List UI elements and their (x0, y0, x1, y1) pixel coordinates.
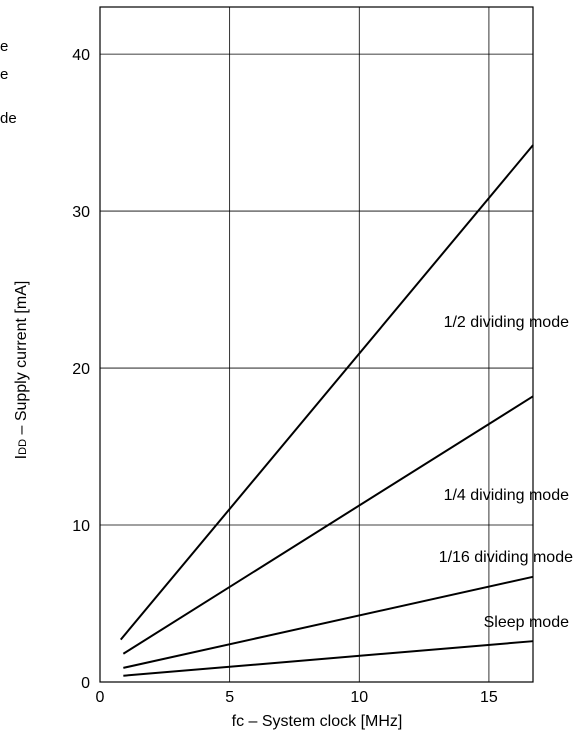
x-tick-label-15: 15 (480, 689, 498, 706)
tick-labels: 0 5 10 15 0 10 20 30 40 (72, 47, 498, 706)
y-tick-label-40: 40 (72, 47, 90, 64)
y-tick-label-30: 30 (72, 204, 90, 221)
y-tick-label-20: 20 (72, 361, 90, 378)
y-axis-label: IDD – Supply current [mA] (13, 281, 30, 460)
series-label-1-2-dividing-mode: 1/2 dividing mode (444, 314, 570, 331)
plot-frame (99, 6, 534, 683)
x-tick-label-0: 0 (96, 689, 105, 706)
grid-layer (100, 7, 533, 682)
x-axis-label: fc – System clock [MHz] (232, 713, 403, 730)
series-label-sleep-mode: Sleep mode (484, 614, 569, 631)
x-tick-label-5: 5 (225, 689, 234, 706)
series-label-1-16-dividing-mode: 1/16 dividing mode (439, 549, 573, 566)
series-line-1-4-dividing-mode (122, 395, 534, 655)
y-tick-label-0: 0 (81, 675, 90, 692)
series-lines (119, 144, 534, 677)
plot-border (99, 6, 534, 683)
y-tick-label-10: 10 (72, 518, 90, 535)
series-line-1-16-dividing-mode (123, 575, 534, 669)
x-tick-label-10: 10 (350, 689, 368, 706)
series-line-1-2-dividing-mode (119, 144, 534, 641)
series-line-sleep-mode (123, 640, 534, 677)
left-edge-fragment-3: de (0, 110, 17, 127)
left-edge-fragment-2: e (0, 66, 9, 83)
series-labels: 1/2 dividing mode 1/4 dividing mode 1/16 d… (439, 314, 573, 631)
series-label-1-4-dividing-mode: 1/4 dividing mode (444, 487, 570, 504)
left-edge-fragment-1: e (0, 38, 9, 55)
